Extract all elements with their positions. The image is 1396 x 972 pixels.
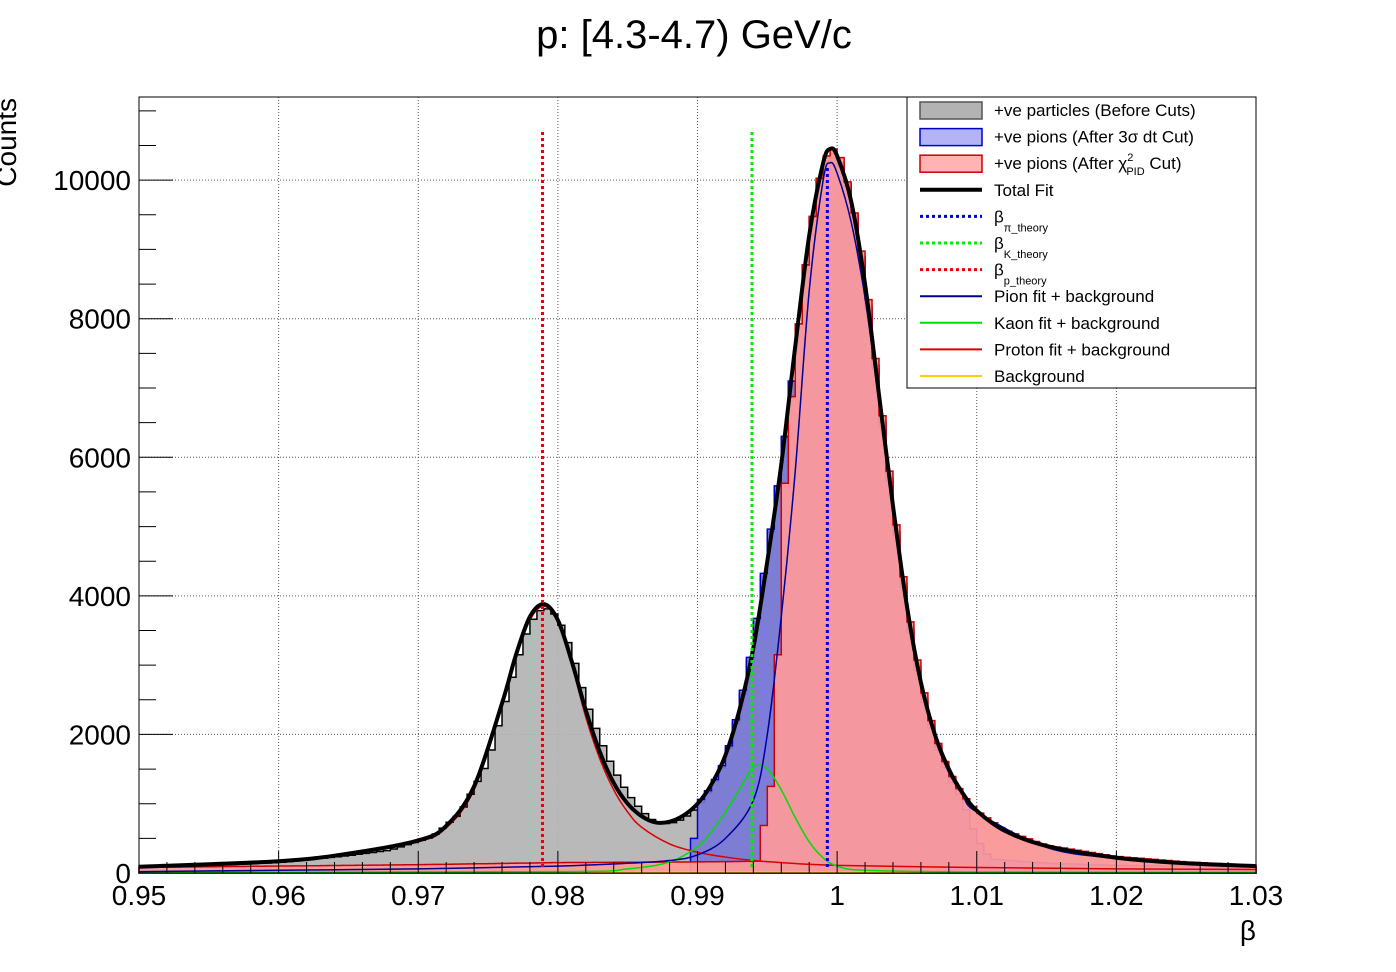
x-tick-label: 0.97	[391, 880, 446, 911]
legend-label: +ve particles (Before Cuts)	[994, 101, 1196, 120]
legend-label-part: +ve pions (After χ	[994, 154, 1127, 173]
fit-curve	[138, 764, 1257, 874]
legend-label-part: β	[994, 261, 1004, 280]
legend-label-subscript: K_theory	[1004, 249, 1049, 261]
legend-label: βK_theory	[994, 234, 1048, 261]
fit-curve	[138, 146, 1257, 869]
x-tick-label: 0.95	[112, 880, 167, 911]
legend-label: Proton fit + background	[994, 340, 1170, 359]
theory-lines	[541, 131, 829, 867]
legend-swatch	[919, 154, 983, 173]
legend-swatch	[919, 127, 983, 147]
x-tick-label: 0.98	[531, 880, 586, 911]
y-tick-label: 6000	[69, 442, 131, 473]
legend-label-part: Cut)	[1145, 154, 1182, 173]
legend-label-superscript: 2	[1127, 152, 1133, 164]
x-axis-label: β	[1240, 915, 1256, 946]
x-tick-label: 0.99	[670, 880, 725, 911]
y-tick-label: 2000	[69, 719, 131, 750]
legend-label: βπ_theory	[994, 207, 1049, 234]
y-tick-label: 4000	[69, 581, 131, 612]
legend-label: βp_theory	[994, 261, 1047, 288]
legend-label: +ve pions (After χ2 PID Cut)	[994, 152, 1182, 178]
legend-label-part: β	[994, 234, 1004, 253]
legend-label: Total Fit	[994, 181, 1054, 200]
legend: +ve particles (Before Cuts) +ve pions (Af…	[906, 96, 1257, 389]
legend-label-subscript: p_theory	[1004, 276, 1047, 288]
y-tick-label: 0	[115, 858, 131, 889]
chart-title: p: [4.3-4.7) GeV/c	[536, 13, 852, 57]
x-tick-label: 1.03	[1229, 880, 1284, 911]
legend-label-subscript: PID	[1126, 166, 1144, 178]
legend-swatch	[919, 101, 983, 120]
y-axis-label: Counts	[0, 98, 22, 187]
y-tick-label: 10000	[53, 165, 131, 196]
x-tick-label: 0.96	[251, 880, 306, 911]
x-tick-label: 1	[829, 880, 845, 911]
fit-curves	[138, 146, 1257, 874]
y-tick-label: 8000	[69, 304, 131, 335]
x-tick-label: 1.01	[950, 880, 1005, 911]
x-tick-label: 1.02	[1089, 880, 1144, 911]
legend-label-part: β	[994, 207, 1004, 226]
legend-label-subscript: π_theory	[1004, 222, 1049, 234]
axes: 0.95 0.96 0.97 0.98 0.99 1 1.01 1.02 1.03 0 2000 40…	[53, 110, 1284, 911]
legend-label: Background	[994, 367, 1085, 386]
legend-label: Kaon fit + background	[994, 314, 1160, 333]
legend-label: Pion fit + background	[994, 287, 1154, 306]
legend-label: +ve pions (After 3σ dt Cut)	[994, 128, 1194, 147]
